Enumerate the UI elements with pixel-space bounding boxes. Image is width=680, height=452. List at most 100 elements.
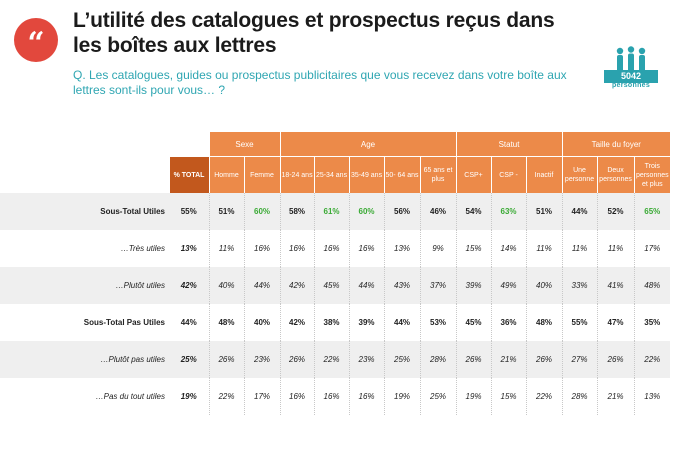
data-cell: 28% xyxy=(561,378,598,415)
data-cell: 35% xyxy=(633,304,671,341)
data-cell: 60% xyxy=(243,193,281,230)
data-cell: 26% xyxy=(279,341,315,378)
sample-size-number: 5042 xyxy=(604,70,658,83)
data-cell: 22% xyxy=(313,341,350,378)
data-cell: 55% xyxy=(561,304,598,341)
data-cell: 11% xyxy=(525,230,563,267)
data-cell: 13% xyxy=(633,378,671,415)
data-cell: 26% xyxy=(208,341,244,378)
data-cell: 42% xyxy=(279,304,315,341)
data-cell: 41% xyxy=(596,267,635,304)
data-cell: 21% xyxy=(490,341,527,378)
data-cell: 60% xyxy=(348,193,385,230)
table-row: …Très utiles 13% 11% 16% 16% 16% 16% 13% 9% 15% 14… xyxy=(0,230,671,267)
column-header: CSP - xyxy=(490,156,527,193)
data-cell: 38% xyxy=(313,304,350,341)
data-cell: 48% xyxy=(208,304,244,341)
table-row: …Pas du tout utiles 19% 22% 17% 16% 16% 16% 19%… xyxy=(0,378,671,415)
data-cell: 40% xyxy=(243,304,281,341)
data-cell: 39% xyxy=(455,267,492,304)
data-cell: 16% xyxy=(348,230,385,267)
data-cell: 16% xyxy=(243,230,281,267)
data-cell: 51% xyxy=(525,193,563,230)
data-cell: 16% xyxy=(348,378,385,415)
column-header: Femme xyxy=(243,156,281,193)
page-title: L’utilité des catalogues et prospectus r… xyxy=(73,9,555,57)
row-label: …Très utiles xyxy=(120,244,165,253)
data-cell: 17% xyxy=(243,378,281,415)
table-row: Sous-Total Utiles 55% 51% 60% 58% 61% 60% 56% 46… xyxy=(0,193,671,230)
data-cell: 45% xyxy=(455,304,492,341)
data-cell: 22% xyxy=(525,378,563,415)
table-row: …Plutôt pas utiles 25% 26% 23% 26% 22% 23% 25% 2… xyxy=(0,341,671,378)
data-cell: 9% xyxy=(419,230,457,267)
data-cell: 11% xyxy=(596,230,635,267)
survey-question: Q. Les catalogues, guides ou prospectus … xyxy=(73,68,567,97)
row-label: …Plutôt utiles xyxy=(0,267,169,304)
data-cell: 56% xyxy=(383,193,421,230)
column-header-row: % TOTAL Homme Femme 18-24 ans 25-34 ans … xyxy=(0,156,671,193)
data-cell: 44% xyxy=(561,193,598,230)
group-header-taille-foyer: Taille du foyer xyxy=(561,132,671,157)
data-cell: 51% xyxy=(208,193,244,230)
data-cell: 25% xyxy=(383,341,421,378)
row-label: Sous-Total Pas Utiles xyxy=(83,318,165,327)
row-label: …Pas du tout utiles xyxy=(95,392,165,401)
data-cell: 16% xyxy=(313,378,350,415)
data-cell: 44% xyxy=(243,267,281,304)
data-cell: 28% xyxy=(419,341,457,378)
data-cell: 36% xyxy=(490,304,527,341)
data-cell: 44% xyxy=(348,267,385,304)
data-cell: 16% xyxy=(279,378,315,415)
data-cell: 13% xyxy=(383,230,421,267)
data-cell: 40% xyxy=(525,267,563,304)
data-cell: 19% xyxy=(455,378,492,415)
data-cell: 26% xyxy=(455,341,492,378)
column-header: Trois personnes et plus xyxy=(633,156,671,193)
column-header: Inactif xyxy=(525,156,563,193)
column-header: 65 ans et plus xyxy=(419,156,457,193)
table-row: …Plutôt utiles 42% 40% 44% 42% 45% 44% 43% 37% 39… xyxy=(0,267,671,304)
row-label: …Plutôt pas utiles xyxy=(0,341,169,378)
column-header: 50- 64 ans xyxy=(383,156,421,193)
total-cell: 42% xyxy=(169,267,209,304)
sample-size-logo: 5042 personnes xyxy=(604,46,658,92)
row-label: Sous-Total Utiles xyxy=(0,193,169,230)
column-header: 35-49 ans xyxy=(348,156,385,193)
column-header: Homme xyxy=(208,156,244,193)
data-cell: 45% xyxy=(313,267,350,304)
total-cell: 25% xyxy=(169,341,209,378)
total-cell: 13% xyxy=(180,244,197,253)
table-row: Sous-Total Pas Utiles 44% 48% 40% 42% 38% 39% 4… xyxy=(0,304,671,341)
data-cell: 58% xyxy=(279,193,315,230)
data-cell: 46% xyxy=(419,193,457,230)
data-cell: 52% xyxy=(596,193,635,230)
group-header-age: Age xyxy=(279,132,457,157)
data-cell: 11% xyxy=(561,230,598,267)
group-header-sexe: Sexe xyxy=(208,132,281,157)
data-cell: 48% xyxy=(525,304,563,341)
data-cell: 15% xyxy=(490,378,527,415)
column-header: 18-24 ans xyxy=(279,156,315,193)
data-cell: 21% xyxy=(596,378,635,415)
data-cell: 33% xyxy=(561,267,598,304)
data-cell: 42% xyxy=(279,267,315,304)
data-cell: 11% xyxy=(208,230,244,267)
data-cell: 48% xyxy=(633,267,671,304)
data-cell: 54% xyxy=(455,193,492,230)
total-cell: 44% xyxy=(180,318,197,327)
group-header-row: Sexe Age Statut Taille du foyer xyxy=(0,132,671,157)
data-cell: 16% xyxy=(279,230,315,267)
data-cell: 23% xyxy=(243,341,281,378)
data-cell: 23% xyxy=(348,341,385,378)
total-cell: 55% xyxy=(169,193,209,230)
column-header: Une personne xyxy=(561,156,598,193)
data-cell: 26% xyxy=(596,341,635,378)
data-cell: 19% xyxy=(383,378,421,415)
data-cell: 14% xyxy=(490,230,527,267)
data-cell: 37% xyxy=(419,267,457,304)
data-cell: 39% xyxy=(348,304,385,341)
data-cell: 25% xyxy=(419,378,457,415)
people-icon xyxy=(616,46,646,72)
column-header: Deux personnes xyxy=(596,156,635,193)
